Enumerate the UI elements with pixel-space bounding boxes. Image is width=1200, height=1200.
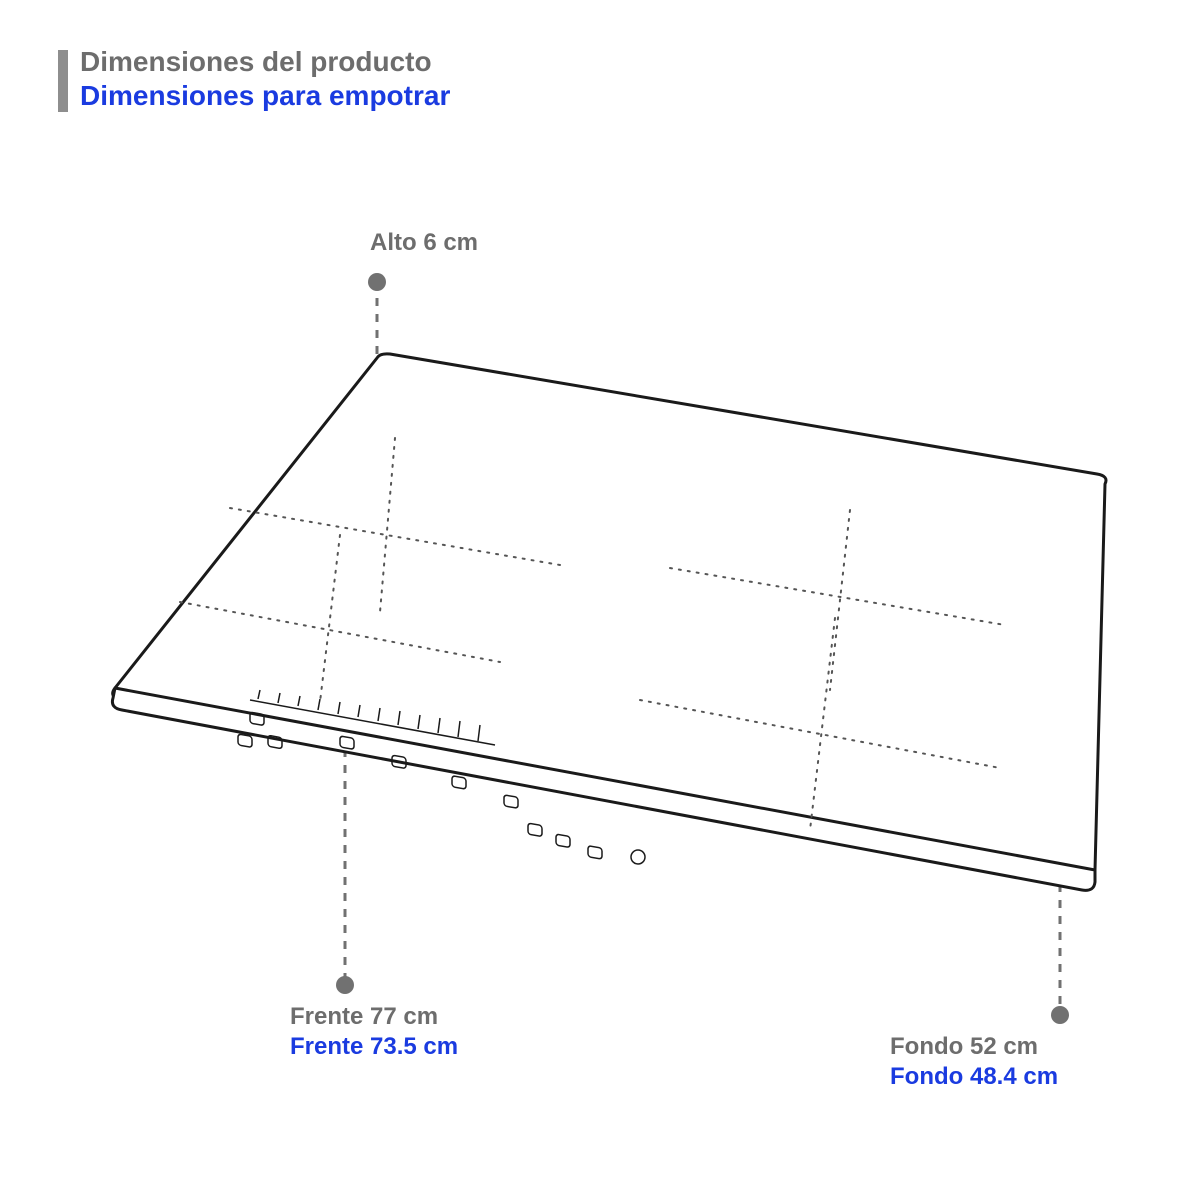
leader-alto bbox=[368, 273, 386, 358]
leader-fondo bbox=[1051, 868, 1069, 1024]
leader-frente bbox=[336, 733, 354, 994]
diagram bbox=[0, 0, 1200, 1200]
cooktop-outline bbox=[112, 354, 1106, 891]
